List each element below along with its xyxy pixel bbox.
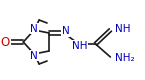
Text: N: N [30, 50, 38, 60]
Text: NH: NH [72, 41, 87, 51]
Text: N: N [62, 26, 70, 36]
Text: O: O [1, 36, 10, 48]
Text: NH₂: NH₂ [115, 53, 135, 63]
Text: N: N [30, 24, 38, 34]
Text: NH: NH [115, 24, 131, 34]
